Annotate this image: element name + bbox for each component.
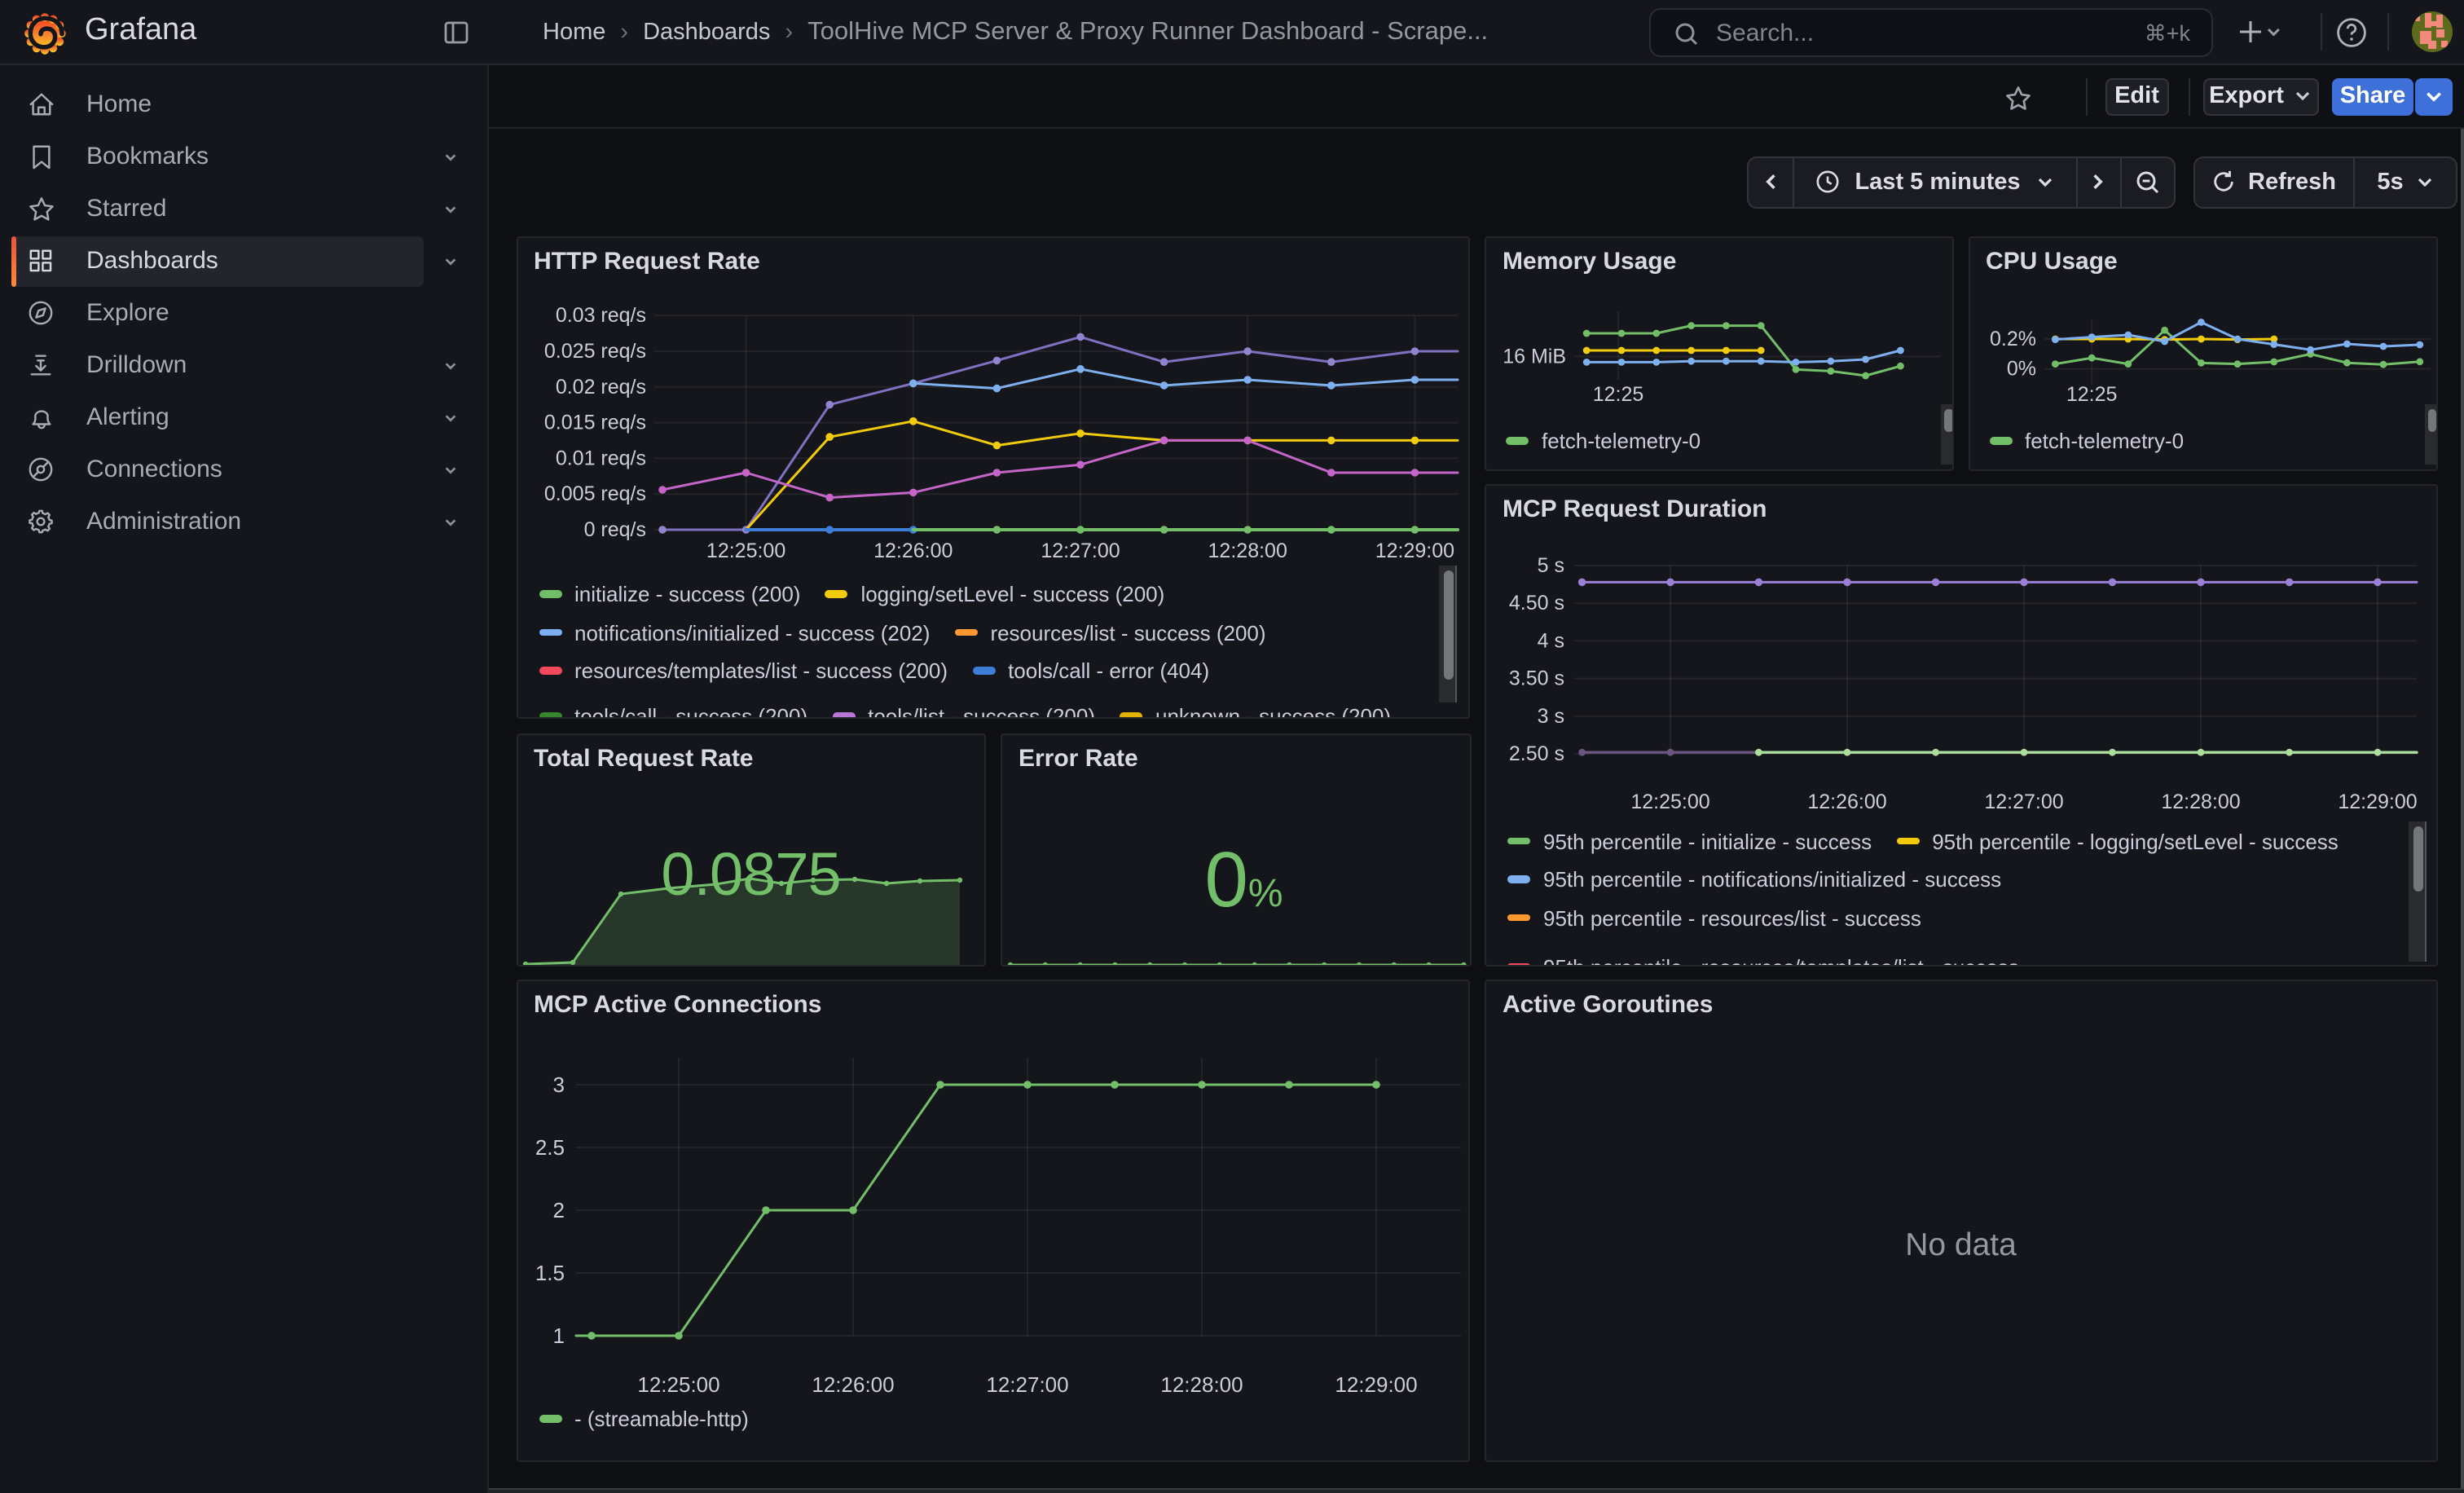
svg-text:2: 2 (552, 1198, 564, 1222)
svg-text:12:28:00: 12:28:00 (1159, 1372, 1242, 1397)
svg-text:16 MiB: 16 MiB (1503, 345, 1566, 368)
svg-text:12:25: 12:25 (2066, 383, 2117, 406)
svg-text:12:29:00: 12:29:00 (1334, 1372, 1416, 1397)
svg-text:2.5: 2.5 (535, 1135, 564, 1160)
svg-text:0%: 0% (2006, 358, 2035, 381)
svg-text:12:29:00: 12:29:00 (1375, 540, 1454, 562)
svg-text:12:26:00: 12:26:00 (873, 540, 952, 562)
svg-text:12:26:00: 12:26:00 (1807, 791, 1886, 813)
svg-text:0 req/s: 0 req/s (583, 518, 645, 541)
svg-text:5 s: 5 s (1538, 554, 1564, 577)
svg-text:2.50 s: 2.50 s (1509, 742, 1564, 765)
svg-text:4 s: 4 s (1538, 629, 1564, 652)
svg-text:12:26:00: 12:26:00 (811, 1372, 893, 1397)
svg-text:12:27:00: 12:27:00 (1984, 791, 2063, 813)
svg-text:3.50 s: 3.50 s (1509, 667, 1564, 690)
svg-text:0.02 req/s: 0.02 req/s (555, 376, 645, 399)
svg-text:0.01 req/s: 0.01 req/s (555, 447, 645, 469)
svg-text:1.5: 1.5 (535, 1261, 564, 1285)
svg-text:1: 1 (552, 1323, 564, 1348)
svg-text:4.50 s: 4.50 s (1509, 592, 1564, 614)
svg-text:0.005 req/s: 0.005 req/s (543, 482, 645, 505)
svg-text:12:28:00: 12:28:00 (2161, 791, 2240, 813)
svg-text:12:25: 12:25 (1593, 383, 1644, 406)
svg-text:12:28:00: 12:28:00 (1208, 540, 1287, 562)
svg-text:3: 3 (552, 1072, 564, 1097)
svg-text:12:25:00: 12:25:00 (1630, 791, 1709, 813)
svg-text:0.03 req/s: 0.03 req/s (555, 304, 645, 327)
svg-text:12:25:00: 12:25:00 (636, 1372, 719, 1397)
svg-text:12:25:00: 12:25:00 (706, 540, 785, 562)
svg-text:12:27:00: 12:27:00 (1040, 540, 1119, 562)
svg-text:3 s: 3 s (1538, 705, 1564, 728)
svg-text:0.2%: 0.2% (1989, 328, 2035, 350)
svg-text:12:29:00: 12:29:00 (2338, 791, 2417, 813)
svg-text:0.015 req/s: 0.015 req/s (543, 412, 645, 434)
svg-text:0.025 req/s: 0.025 req/s (543, 340, 645, 363)
svg-text:12:27:00: 12:27:00 (985, 1372, 1067, 1397)
